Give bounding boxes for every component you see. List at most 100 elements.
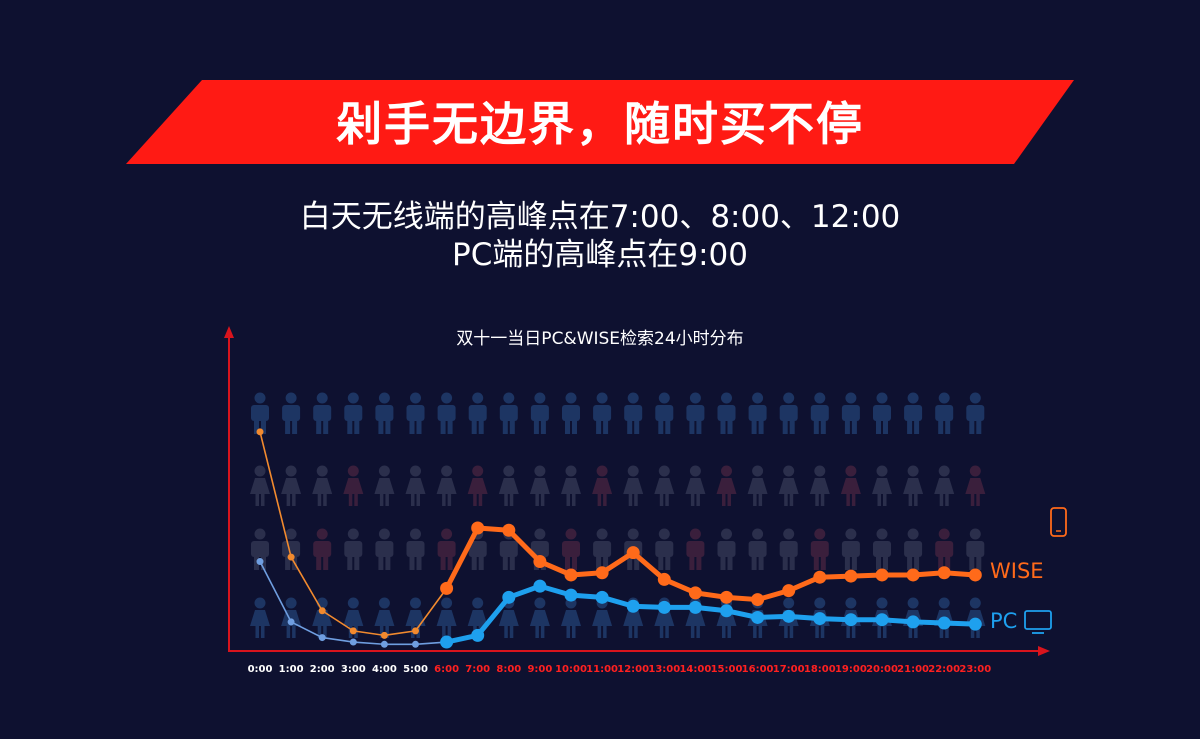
person-male-icon	[624, 392, 643, 434]
series-segment-wise	[259, 431, 292, 558]
x-tick-label: 8:00	[496, 664, 521, 675]
series-segment-pc	[259, 560, 292, 623]
data-point-pc	[657, 600, 671, 614]
data-point-pc	[720, 604, 733, 618]
person-female-icon	[623, 465, 644, 506]
person-male-icon	[748, 528, 767, 570]
x-tick-label: 19:00	[835, 664, 867, 675]
person-female-icon	[436, 465, 457, 506]
chart-title: 双十一当日PC&WISE检索24小时分布	[456, 329, 743, 349]
data-point-wise	[813, 570, 827, 584]
series-segment-wise	[352, 630, 386, 637]
x-axis-arrow	[1038, 646, 1050, 656]
person-female-icon	[467, 465, 488, 506]
person-male-icon	[562, 528, 580, 570]
data-point-wise	[287, 553, 295, 561]
data-point-wise	[844, 569, 858, 583]
x-tick-label: 15:00	[711, 664, 743, 675]
person-female-icon	[374, 597, 395, 638]
data-point-wise	[318, 607, 326, 615]
person-female-icon	[312, 465, 333, 506]
data-point-wise	[751, 593, 765, 607]
data-point-pc	[564, 588, 578, 602]
subtitle-line-2: PC端的高峰点在9:00	[452, 237, 748, 273]
data-point-wise	[256, 428, 264, 436]
series-segment-wise	[506, 527, 543, 565]
x-tick-label: 20:00	[866, 664, 898, 675]
x-tick-label: 17:00	[773, 664, 805, 675]
person-female-icon	[778, 465, 799, 506]
person-male-icon	[313, 528, 332, 570]
data-point-pc	[968, 617, 982, 631]
x-tick-label: 14:00	[679, 664, 711, 675]
person-male-icon	[655, 528, 674, 570]
series-lines	[256, 428, 982, 649]
person-female-icon	[343, 465, 364, 506]
x-tick-labels: 0:00 1:00 2:00 3:00 4:00 5:00 6:00 7:00 8:00 9:00…	[248, 664, 992, 675]
data-point-pc	[380, 640, 388, 648]
mobile-phone-icon	[1050, 507, 1067, 537]
data-point-wise	[782, 584, 796, 598]
data-point-pc	[440, 635, 454, 649]
person-female-icon	[872, 465, 892, 506]
person-female-icon	[405, 465, 426, 506]
data-point-pc	[256, 558, 264, 566]
background-people-grid	[250, 392, 986, 638]
person-male-icon	[966, 392, 985, 434]
person-female-icon	[716, 465, 737, 506]
data-point-pc	[844, 613, 858, 627]
person-female-icon	[685, 465, 706, 506]
person-female-icon	[250, 465, 270, 506]
x-tick-label: 16:00	[742, 664, 774, 675]
person-male-icon	[810, 392, 829, 434]
data-point-wise	[906, 568, 920, 582]
data-point-pc	[287, 618, 295, 626]
person-female-icon	[592, 465, 613, 506]
x-tick-label: 12:00	[617, 664, 649, 675]
data-point-pc	[471, 628, 485, 642]
person-female-icon	[747, 465, 768, 506]
data-point-wise	[349, 627, 357, 635]
person-male-icon	[468, 528, 487, 570]
series-segment-pc	[352, 641, 386, 646]
series-segment-pc	[321, 636, 355, 643]
person-male-icon	[344, 528, 363, 570]
person-male-icon	[873, 392, 891, 434]
data-point-pc	[533, 579, 547, 593]
x-tick-label: 13:00	[648, 664, 680, 675]
person-female-icon	[281, 465, 302, 506]
person-female-icon	[561, 465, 581, 506]
person-male-icon	[841, 392, 860, 434]
person-male-icon	[406, 392, 425, 434]
data-point-pc	[626, 599, 640, 613]
legend-label-pc: PC	[990, 609, 1017, 633]
data-point-wise	[937, 566, 951, 580]
person-male-icon	[344, 392, 363, 434]
x-tick-label: 22:00	[928, 664, 960, 675]
person-male-icon	[593, 392, 612, 434]
x-tick-label: 3:00	[341, 664, 366, 675]
x-tick-label: 5:00	[403, 664, 428, 675]
person-female-icon	[374, 465, 395, 506]
series-segment-wise	[630, 550, 667, 582]
x-tick-label: 10:00	[555, 664, 587, 675]
person-male-icon	[873, 528, 891, 570]
data-point-wise	[412, 627, 419, 635]
person-female-icon	[312, 597, 333, 638]
person-male-icon	[935, 528, 954, 570]
chart-axes	[224, 326, 1050, 656]
x-tick-label: 9:00	[527, 664, 552, 675]
person-female-icon	[809, 465, 830, 506]
person-male-icon	[717, 528, 736, 570]
person-male-icon	[686, 392, 705, 434]
subtitle-line-1: 白天无线端的高峰点在7:00、8:00、12:00	[299, 199, 901, 235]
data-point-pc	[906, 615, 920, 629]
person-female-icon	[965, 465, 986, 506]
data-point-pc	[412, 640, 419, 648]
data-point-pc	[937, 616, 951, 630]
legend: WISE PC	[990, 507, 1067, 634]
y-axis-arrow	[224, 326, 234, 338]
x-tick-label: 18:00	[804, 664, 836, 675]
person-female-icon	[529, 597, 550, 638]
person-female-icon	[498, 465, 519, 506]
